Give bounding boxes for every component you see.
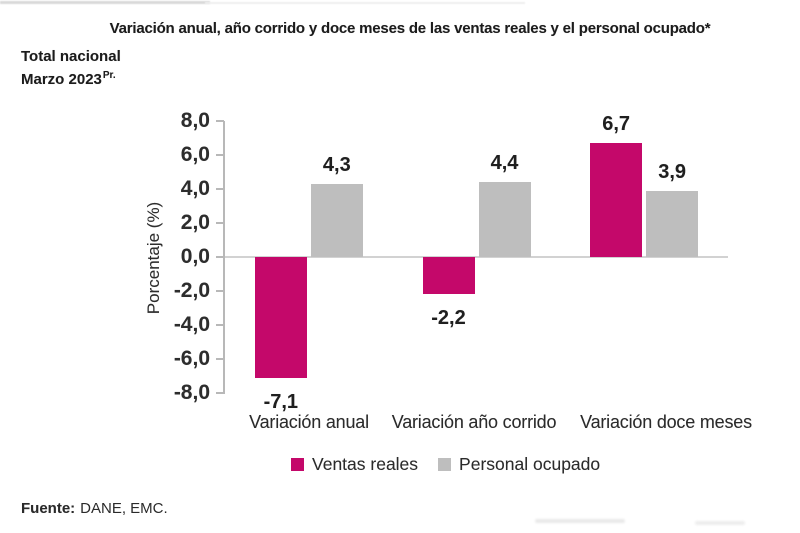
y-axis-tick-label: -4,0 (173, 313, 210, 336)
bar-personal-ocupado-variacion-doce-meses (646, 190, 699, 257)
value-label-ventas-reales-variacion-doce-meses: 6,7 (602, 113, 631, 136)
y-axis-tick-label: -2,0 (173, 279, 210, 302)
legend-label-personal-ocupado: Personal ocupado (459, 454, 601, 474)
legend-label-ventas-reales: Ventas reales (312, 454, 419, 474)
chart-title: Variación anual, año corrido y doce mese… (109, 20, 711, 37)
period-superscript: Pr. (102, 70, 116, 81)
y-axis-tick (216, 120, 224, 122)
bar-personal-ocupado-variacion-ano-corrido (478, 182, 531, 257)
chart-scope: Total nacional (21, 48, 121, 65)
legend-swatch-ventas-reales (291, 458, 304, 471)
y-axis-tick-label: 4,0 (180, 177, 210, 200)
source-label: Fuente: (21, 500, 76, 517)
y-axis-tick-label: 2,0 (180, 211, 210, 234)
y-axis-tick-label: 8,0 (180, 109, 210, 132)
y-axis-line (223, 121, 225, 394)
legend-item-ventas-reales: Ventas reales (291, 454, 418, 475)
x-axis-label-variacion-ano-corrido: Variación año corrido (391, 412, 557, 432)
chart-period: Marzo 2023Pr. (21, 70, 116, 88)
chart-legend: Ventas reales Personal ocupado (291, 454, 600, 475)
value-label-ventas-reales-variacion-anual: -7,1 (263, 390, 299, 413)
legend-swatch-personal-ocupado (438, 458, 452, 471)
bar-ventas-reales-variacion-ano-corrido (422, 257, 475, 295)
y-axis-tick-label: -6,0 (173, 347, 210, 370)
value-label-personal-ocupado-variacion-doce-meses: 3,9 (658, 160, 687, 183)
x-axis-label-variacion-anual: Variación anual (249, 412, 369, 432)
y-axis-tick (216, 188, 224, 190)
y-axis-tick (216, 222, 224, 224)
y-axis-tick-label: 6,0 (180, 143, 210, 166)
y-axis-tick (216, 154, 224, 156)
source-value: DANE, EMC. (80, 500, 168, 517)
y-axis-tick (216, 256, 224, 258)
bar-ventas-reales-variacion-doce-meses (590, 143, 643, 257)
y-axis-tick (216, 324, 224, 326)
value-label-personal-ocupado-variacion-ano-corrido: 4,4 (490, 152, 519, 175)
value-label-ventas-reales-variacion-ano-corrido: -2,2 (431, 307, 466, 330)
source-note: Fuente: DANE, EMC. (21, 500, 168, 517)
bar-ventas-reales-variacion-anual (254, 257, 307, 378)
y-axis-tick (216, 358, 224, 360)
y-axis-tick (216, 392, 224, 394)
value-label-personal-ocupado-variacion-anual: 4,3 (322, 153, 351, 176)
y-axis-tick-label: -8,0 (173, 381, 210, 404)
y-axis-tick (216, 290, 224, 292)
legend-item-personal-ocupado: Personal ocupado (438, 454, 600, 475)
zero-gridline (225, 256, 728, 258)
bar-personal-ocupado-variacion-anual (310, 183, 363, 257)
x-axis-label-variacion-doce-meses: Variación doce meses (580, 412, 752, 432)
period-text: Marzo 2023 (21, 71, 102, 88)
y-axis-tick-label: 0,0 (180, 245, 210, 268)
